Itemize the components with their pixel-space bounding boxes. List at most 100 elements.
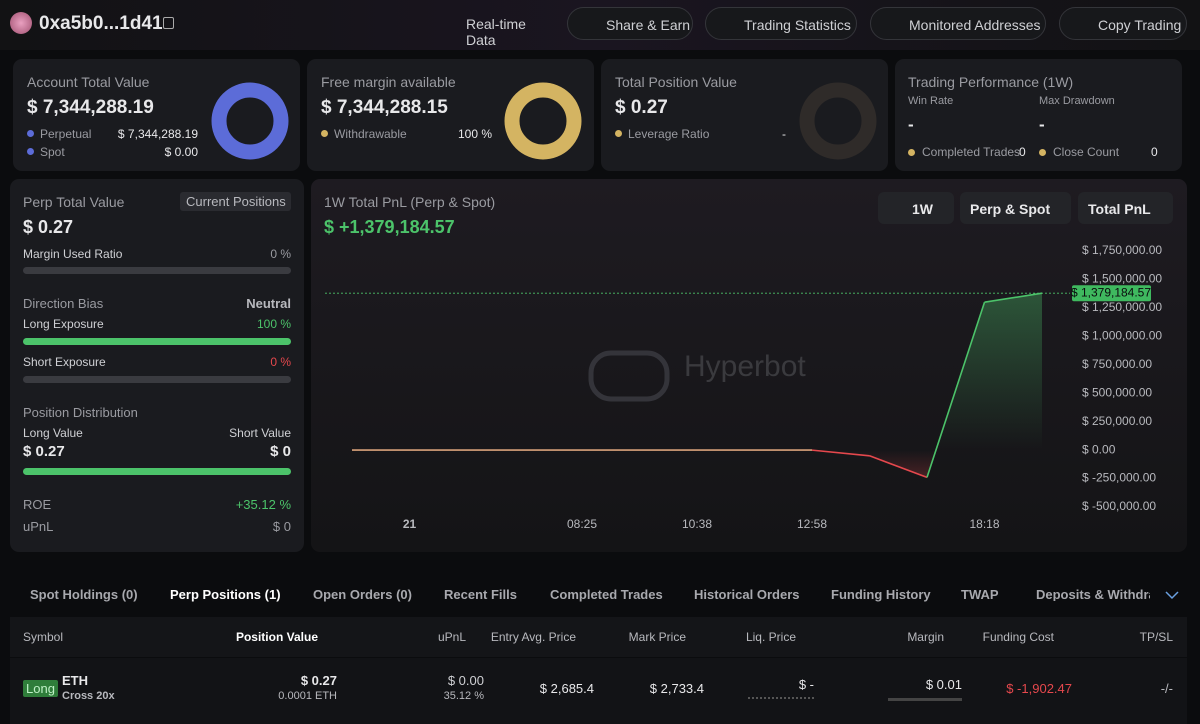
nav-button[interactable]: Copy Trading: [1059, 7, 1187, 40]
tab[interactable]: Open Orders (0): [313, 587, 412, 602]
donut: [211, 82, 289, 160]
perp-value: $ 0.27: [23, 217, 74, 237]
tab[interactable]: Completed Trades: [550, 587, 663, 602]
cell: $ 0.01: [925, 677, 962, 692]
dropdown[interactable]: Perp & Spot: [960, 192, 1071, 224]
current-positions-button[interactable]: Current Positions: [180, 192, 291, 211]
cell: $ -1,902.47: [1006, 681, 1072, 696]
x-tick-label: 10:38: [682, 517, 712, 531]
label: ROE: [23, 497, 52, 512]
panel-title: Perp Total Value: [23, 194, 125, 210]
watermark-logo: [588, 350, 670, 402]
table-header: [10, 617, 1187, 657]
stat-value: 0: [1151, 145, 1158, 159]
nav-label: Share & Earn: [606, 17, 691, 33]
legend-dot: [908, 149, 915, 156]
pnl-line-segment: [869, 455, 928, 479]
value: $ 0.27: [23, 443, 65, 460]
stat-label: Win Rate: [908, 95, 954, 107]
row-label: Perpetual: [40, 127, 92, 141]
avatar: [10, 12, 32, 34]
stat-value: -: [1039, 115, 1045, 134]
pnl-chart: Hyperbot $ 1,750,000.00$ 1,500,000.00$ 1…: [325, 243, 1162, 531]
label: Long Value: [23, 426, 83, 440]
stat-value: -: [908, 115, 914, 134]
legend-dot: [615, 130, 622, 137]
nav-label: Copy Trading: [1098, 17, 1182, 33]
tab[interactable]: Perp Positions (1): [170, 587, 281, 602]
legend-dot: [27, 130, 34, 137]
copy-icon[interactable]: [163, 17, 174, 29]
value: 0 %: [270, 355, 291, 369]
tab[interactable]: Deposits & Withdrav: [1036, 588, 1150, 601]
y-tick-label: $ 750,000.00: [1082, 357, 1152, 371]
legend-dot: [1039, 149, 1046, 156]
y-tick-label: $ 1,500,000.00: [1082, 272, 1162, 286]
stat-label: Completed Trades: [922, 145, 1021, 159]
value: +35.12 %: [235, 497, 291, 512]
row-value: $ 7,344,288.19: [117, 127, 198, 141]
table-row: [10, 658, 1187, 724]
th: Entry Avg. Price: [490, 630, 576, 644]
dropdown-label: Total PnL: [1088, 201, 1151, 217]
nav-button[interactable]: Share & Earn: [567, 7, 693, 40]
cell: $ 2,685.4: [539, 681, 594, 696]
symbol: ETH: [62, 673, 88, 688]
row-label: Leverage Ratio: [628, 127, 710, 141]
tab[interactable]: Spot Holdings (0): [30, 587, 138, 602]
label: uPnL: [23, 519, 54, 534]
th: Liq. Price: [745, 630, 796, 644]
pnl-line-segment: [811, 449, 870, 457]
label: Margin Used Ratio: [23, 247, 123, 261]
cell: 35.12 %: [443, 690, 484, 702]
donut: [799, 82, 877, 160]
nav-label: Monitored Addresses: [909, 17, 1041, 33]
progress-bar: [23, 338, 291, 345]
y-tick-label: $ 1,000,000.00: [1082, 329, 1162, 343]
y-tick-label: $ -250,000.00: [1082, 471, 1156, 485]
watermark: Hyperbot: [684, 350, 806, 383]
dropdown[interactable]: Total PnL: [1078, 192, 1173, 224]
tab[interactable]: TWAP: [961, 587, 999, 602]
pnl-line-segment: [984, 292, 1043, 303]
label: Long Exposure: [23, 317, 104, 331]
label: Direction Bias: [23, 296, 104, 311]
th: Mark Price: [628, 630, 686, 644]
card-title: Trading Performance (1W): [908, 74, 1074, 90]
tab[interactable]: Recent Fills: [444, 587, 517, 602]
y-tick-label: $ -500,000.00: [1082, 499, 1156, 513]
dropdown-label: 1W: [912, 201, 933, 217]
label: Short Value: [229, 426, 291, 440]
row-value: $ 0.00: [164, 145, 198, 159]
card-title: Account Total Value: [27, 74, 150, 90]
cell: $ 0.27: [300, 673, 337, 688]
legend-dot: [321, 130, 328, 137]
tabs-more[interactable]: [1165, 590, 1179, 600]
th: Margin: [907, 630, 944, 644]
card-title: Free margin available: [321, 74, 456, 90]
cell: $ 0.00: [447, 673, 484, 688]
th: Symbol: [23, 630, 64, 644]
cell: $ -: [798, 677, 814, 692]
x-tick-label: 18:18: [969, 517, 999, 531]
nav-button[interactable]: Real-time Data: [428, 7, 556, 48]
dropdown[interactable]: 1W: [878, 192, 954, 224]
progress-bar: [23, 267, 291, 274]
card-value: $ 7,344,288.15: [321, 97, 448, 118]
th: Position Value: [235, 630, 318, 644]
value: 0 %: [270, 247, 291, 261]
cell: $ 2,733.4: [649, 681, 704, 696]
donuts: [211, 82, 877, 160]
row-value: -: [782, 127, 786, 141]
x-tick-label: 21: [403, 517, 417, 531]
legend-dot: [27, 148, 34, 155]
nav-button[interactable]: Monitored Addresses: [870, 7, 1046, 40]
tab[interactable]: Historical Orders: [694, 587, 800, 602]
address: 0xa5b0...1d41: [39, 13, 163, 34]
nav-button[interactable]: Trading Statistics: [705, 7, 857, 40]
progress-bar: [23, 376, 291, 383]
nav-label: Real-time Data: [466, 16, 526, 48]
value: Neutral: [246, 296, 291, 311]
tab[interactable]: Funding History: [831, 587, 931, 602]
